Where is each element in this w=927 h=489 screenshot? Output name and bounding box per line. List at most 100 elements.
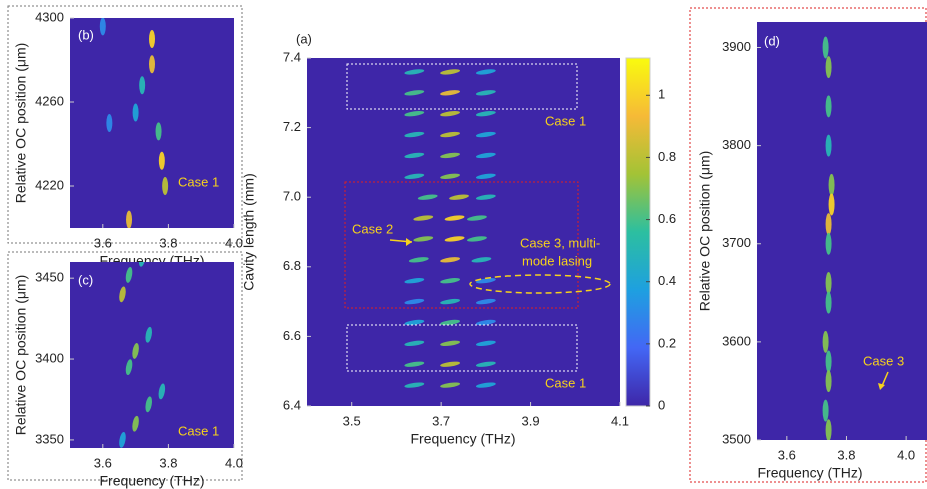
y-tick-label: 3400: [35, 350, 64, 365]
annotation: mode lasing: [522, 253, 592, 268]
heat-spot: [440, 173, 460, 179]
heat-spot: [475, 111, 496, 117]
heat-spot: [825, 56, 832, 79]
colorbar-tick-label: 0.2: [658, 335, 676, 350]
annotation: Case 1: [178, 423, 219, 438]
x-tick-label: 3.7: [432, 413, 450, 428]
y-tick-label: 4220: [35, 177, 64, 192]
x-tick-label: 4.0: [897, 447, 915, 462]
arrow-head: [406, 238, 412, 246]
plot-background: [307, 58, 620, 406]
heat-spot: [475, 90, 496, 96]
y-axis-label: Cavity length (mm): [241, 173, 257, 290]
heatmap-layer: [119, 262, 166, 448]
x-tick-label: 4.0: [225, 455, 243, 470]
heat-spot: [825, 350, 832, 373]
heat-spot: [162, 177, 169, 195]
heat-spot: [449, 194, 469, 200]
x-tick-label: 3.5: [343, 413, 361, 428]
heat-spot: [413, 215, 434, 221]
y-tick-label: 7.2: [283, 119, 301, 134]
heat-spot: [440, 69, 460, 75]
colorbar-tick-label: 0.4: [658, 273, 676, 288]
heat-spot: [132, 343, 139, 359]
heat-spot: [467, 236, 487, 242]
x-tick-label: 3.8: [837, 447, 855, 462]
heat-spot: [475, 361, 496, 367]
heat-spot: [413, 236, 434, 242]
y-tick-label: 3350: [35, 431, 64, 446]
y-tick-label: 4300: [35, 9, 64, 24]
heat-spot: [825, 95, 832, 118]
plot-background: [70, 262, 234, 448]
heat-spot: [404, 90, 425, 96]
heat-spot: [440, 340, 460, 347]
x-tick-label: 3.6: [778, 447, 796, 462]
heat-spot: [475, 298, 496, 305]
heat-spot: [149, 55, 155, 74]
heat-spot: [417, 194, 438, 200]
plot-background: [757, 22, 927, 440]
colorbar-tick-label: 0: [658, 397, 665, 412]
heat-spot: [106, 114, 113, 132]
heat-spot: [440, 257, 460, 263]
heat-spot: [119, 432, 126, 448]
heat-spot: [471, 257, 492, 263]
highlight-ellipse: [469, 274, 611, 294]
heat-spot: [475, 131, 496, 138]
heat-spot: [404, 361, 425, 367]
heat-spot: [475, 69, 496, 75]
annotation: Case 2: [352, 221, 393, 236]
y-axis-label: Relative OC position (μm): [13, 275, 29, 436]
heat-spot: [125, 267, 133, 283]
x-tick-label: 3.6: [94, 455, 112, 470]
heat-spot: [475, 340, 496, 347]
panel-label: (b): [78, 27, 94, 42]
heat-spot: [825, 232, 832, 255]
y-tick-label: 4260: [35, 93, 64, 108]
heat-spot: [126, 210, 133, 228]
heat-spot: [475, 152, 496, 159]
heat-spot: [404, 319, 425, 326]
heat-spot: [404, 152, 425, 159]
heat-spot: [440, 111, 460, 117]
x-axis-label: Frequency (THz): [757, 465, 862, 481]
heatmap-layer: [822, 36, 835, 440]
heat-spot: [125, 359, 133, 376]
heat-spot: [444, 215, 465, 221]
heat-spot: [138, 262, 146, 267]
x-tick-label: 4.0: [225, 235, 243, 250]
heat-spot: [158, 383, 166, 400]
y-tick-label: 3500: [722, 431, 751, 446]
y-axis-label: Relative OC position (μm): [697, 151, 713, 312]
annotation: Case 1: [178, 174, 219, 189]
y-tick-label: 6.6: [283, 328, 301, 343]
panel-label: (d): [764, 33, 780, 48]
heat-spot: [825, 370, 832, 393]
heat-spot: [145, 396, 152, 413]
x-axis-label: Frequency (THz): [410, 431, 515, 447]
y-tick-label: 3800: [722, 137, 751, 152]
highlight-box: [344, 181, 579, 309]
heatmap-layer: [99, 18, 169, 228]
heat-spot: [825, 213, 832, 236]
annotation: Case 1: [545, 113, 586, 128]
highlight-box: [346, 63, 578, 110]
y-tick-label: 7.0: [283, 189, 301, 204]
heat-spot: [404, 69, 425, 75]
heat-spot: [475, 173, 496, 179]
arrow: [881, 371, 889, 387]
colorbar: [625, 57, 651, 407]
arrow-head: [878, 383, 885, 390]
y-axis-label: Relative OC position (μm): [13, 43, 29, 204]
panel-label: (c): [78, 272, 93, 287]
y-tick-label: 3700: [722, 235, 751, 250]
y-tick-label: 6.4: [283, 397, 301, 412]
colorbar-tick-label: 0.6: [658, 211, 676, 226]
x-tick-label: 4.1: [611, 413, 629, 428]
y-tick-label: 3450: [35, 270, 64, 285]
panel-frame: [7, 251, 243, 481]
annotation: Case 1: [545, 375, 586, 390]
y-tick-label: 3600: [722, 333, 751, 348]
